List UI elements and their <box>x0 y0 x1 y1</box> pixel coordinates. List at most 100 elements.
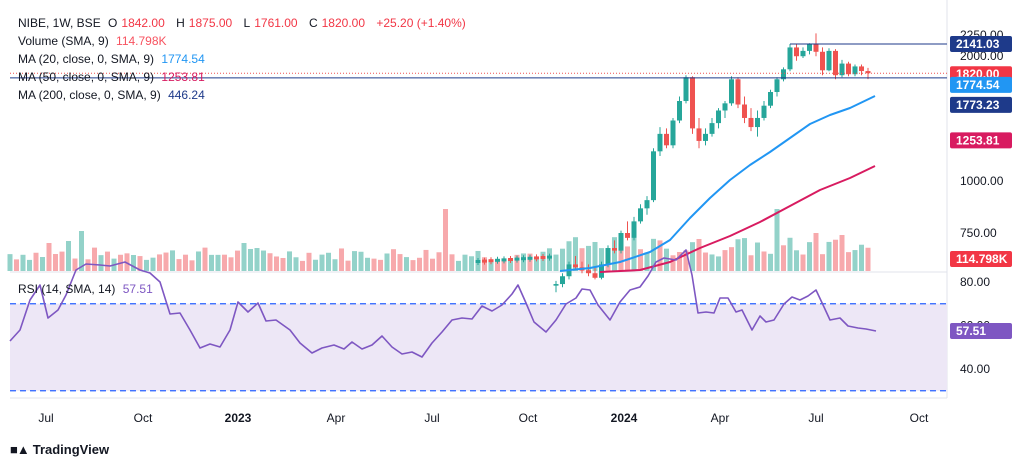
ma20-legend[interactable]: MA (20, close, 0, SMA, 9) 1774.54 <box>18 52 209 67</box>
time-tick-label: Oct <box>910 411 929 425</box>
volume-bar <box>430 258 435 271</box>
volume-bar <box>404 257 409 271</box>
candle-body <box>761 105 767 118</box>
volume-bar <box>228 257 234 271</box>
volume-bar <box>46 243 52 271</box>
ma200-label: MA (200, close, 0, SMA, 9) <box>18 88 161 102</box>
ma50-value: 1253.81 <box>161 70 205 84</box>
volume-bar <box>839 235 845 271</box>
volume-bar <box>846 252 851 271</box>
candle-body <box>475 260 481 263</box>
volume-bar <box>488 259 494 271</box>
volume-bar <box>131 255 136 271</box>
volume-bar <box>248 248 253 271</box>
volume-bar <box>865 247 871 271</box>
rsi-tick-label: 80.00 <box>960 275 990 289</box>
candle-body <box>605 248 611 265</box>
volume-bar <box>53 254 58 271</box>
candle-body <box>514 257 520 261</box>
candle-body <box>488 259 494 263</box>
volume-bar <box>534 259 539 271</box>
rsi-band <box>10 303 947 391</box>
ma200-price-badge-bg <box>950 96 1012 113</box>
volume-bar <box>469 256 474 271</box>
volume-bar <box>170 250 175 271</box>
volume-bar <box>274 256 279 271</box>
time-tick-label: Jul <box>38 411 53 425</box>
tradingview-icon: ■▲ <box>10 442 30 457</box>
ma50-legend[interactable]: MA (50, close, 0, SMA, 9) 1253.81 <box>18 70 209 85</box>
volume-bar <box>592 241 598 271</box>
volume-bar <box>183 254 188 271</box>
candle-body <box>573 264 578 268</box>
rsi-value: 57.51 <box>122 282 153 296</box>
volume-bar <box>443 209 448 271</box>
ma200-legend[interactable]: MA (200, close, 0, SMA, 9) 446.24 <box>18 88 209 103</box>
candle-body <box>612 248 617 251</box>
volume-bar <box>644 252 650 271</box>
candle-body <box>852 66 858 75</box>
volume-bar <box>332 259 338 271</box>
change-value: +25.20 (+1.40%) <box>376 16 466 30</box>
volume-bar <box>521 253 526 271</box>
volume-bar <box>794 250 799 271</box>
volume-bar <box>560 248 565 271</box>
volume-bar <box>176 259 182 271</box>
volume-bar <box>586 245 591 271</box>
volume-bar <box>144 259 149 271</box>
volume-bar <box>326 252 331 271</box>
ma20-line <box>559 95 876 272</box>
volume-bar <box>378 259 383 271</box>
candle-body <box>839 63 845 76</box>
volume-bar <box>657 240 663 271</box>
volume-bar <box>20 254 26 271</box>
volume-bar <box>820 254 825 271</box>
time-tick-label: Apr <box>327 411 346 425</box>
volume-bar <box>690 242 695 271</box>
candle-body <box>865 71 871 74</box>
candle-body <box>755 117 760 128</box>
volume-bar <box>254 248 260 271</box>
candle-body <box>800 50 806 57</box>
volume-bar <box>664 248 669 271</box>
candle-body <box>703 133 708 141</box>
symbol-label[interactable]: NIBE, 1W, BSE <box>18 16 101 30</box>
volume-bar <box>241 243 247 271</box>
volume-bar <box>150 257 156 271</box>
volume-bar <box>742 238 747 271</box>
candle-body <box>482 259 487 263</box>
candle-body <box>787 47 793 70</box>
candle-body <box>670 120 676 146</box>
volume-bar <box>787 237 793 271</box>
volume-bar <box>813 233 819 271</box>
ohlc-legend: NIBE, 1W, BSE O 1842.00 H 1875.00 L 1761.00… <box>18 16 466 30</box>
candle-body <box>631 221 637 238</box>
volume-bar <box>391 249 396 271</box>
rsi-legend[interactable]: RSI (14, SMA, 14) 57.51 <box>18 282 157 297</box>
volume-bar <box>14 259 19 271</box>
volume-bar <box>859 244 864 271</box>
volume-bar <box>33 252 39 271</box>
ma20-value: 1774.54 <box>161 52 205 66</box>
volume-bar <box>508 260 513 271</box>
volume-legend[interactable]: Volume (SMA, 9) 114.798K <box>18 34 171 49</box>
volume-bar <box>456 260 461 271</box>
volume-badge-bg <box>950 251 1012 267</box>
rsi-line <box>9 249 877 358</box>
volume-bar <box>215 254 221 271</box>
candle-body <box>742 104 747 118</box>
tradingview-logo[interactable]: ■▲ TradingView <box>10 442 110 457</box>
volume-bar <box>365 257 370 271</box>
volume-bar <box>352 251 357 271</box>
volume-bar <box>729 247 734 271</box>
volume-bar <box>319 254 325 271</box>
volume-bar <box>755 242 760 271</box>
volume-bar <box>313 259 318 271</box>
candle-body <box>495 258 500 262</box>
candle-body <box>540 256 546 259</box>
candle-body <box>690 77 695 129</box>
hline-price-badge: 2141.03 <box>956 37 1000 51</box>
volume-bar <box>735 239 741 271</box>
volume-bar <box>774 209 780 271</box>
